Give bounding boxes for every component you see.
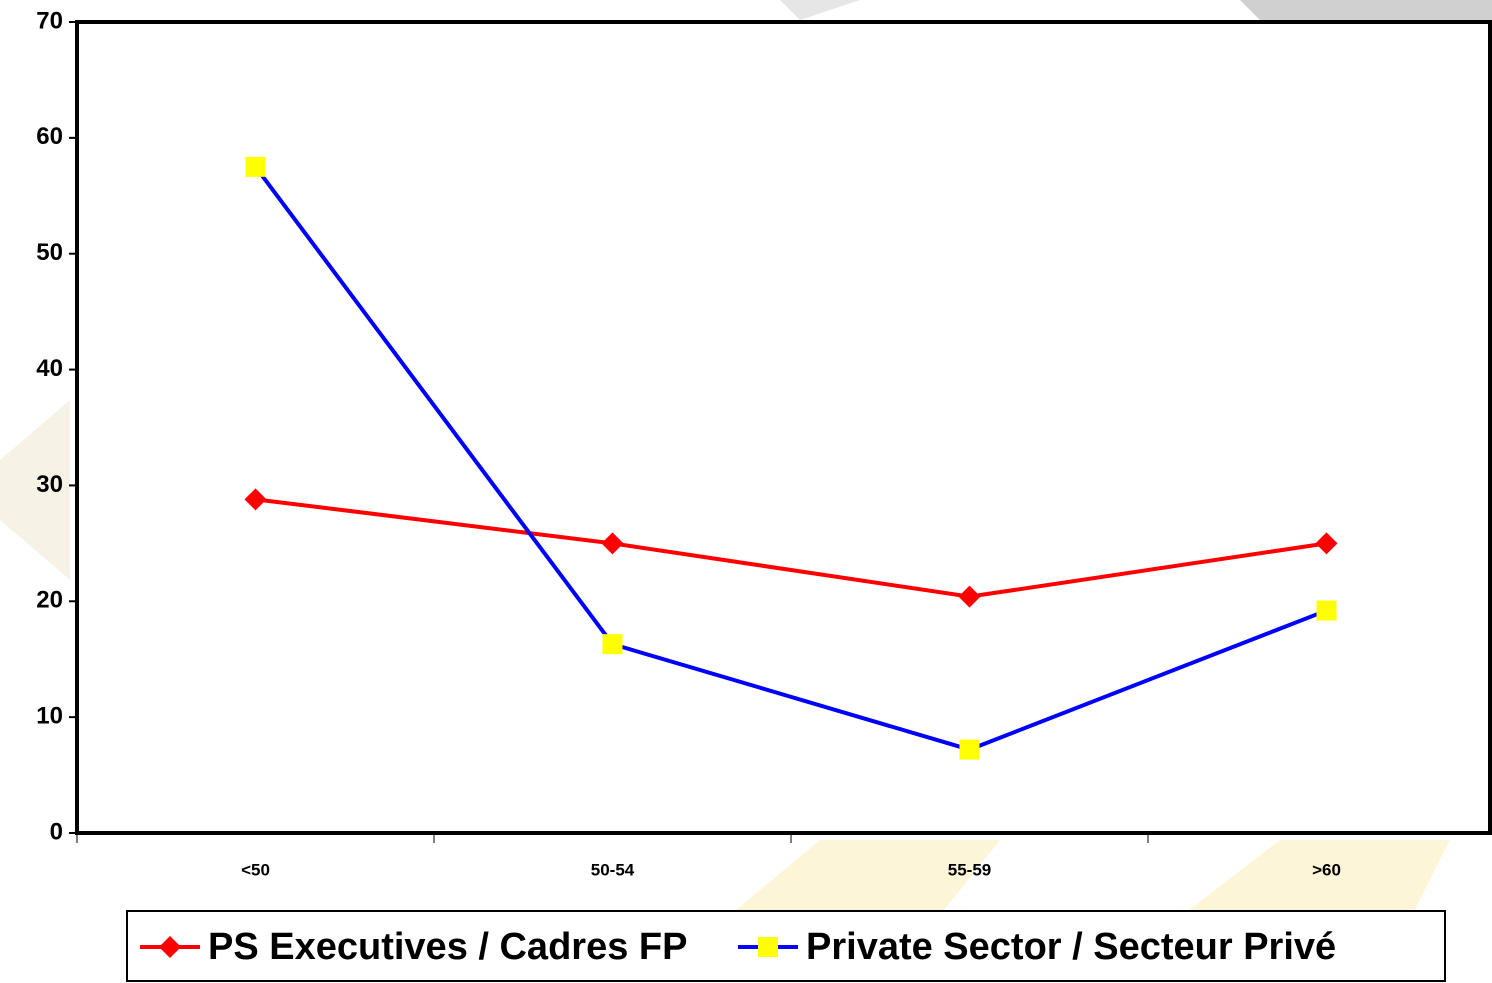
watermark-shape xyxy=(0,400,70,580)
marker xyxy=(602,634,623,655)
y-tick-label: 30 xyxy=(36,471,63,498)
plot-frame xyxy=(75,20,1492,835)
marker xyxy=(958,585,981,608)
marker xyxy=(1316,600,1337,621)
legend-label: Private Sector / Secteur Privé xyxy=(806,926,1336,968)
x-tick-label: <50 xyxy=(241,860,270,879)
marker xyxy=(244,488,267,511)
y-tick-label: 60 xyxy=(36,123,63,150)
legend-marker xyxy=(758,937,778,957)
watermark-shape xyxy=(780,0,860,20)
watermark-shape xyxy=(1240,0,1492,20)
marker xyxy=(601,532,624,555)
x-tick-label: 55-59 xyxy=(948,860,991,879)
legend-label: PS Executives / Cadres FP xyxy=(208,926,687,968)
y-tick-label: 10 xyxy=(36,702,63,729)
series-line xyxy=(255,497,1327,599)
y-tick-label: 70 xyxy=(36,7,63,34)
y-tick-label: 50 xyxy=(36,239,63,266)
y-tick-label: 40 xyxy=(36,355,63,382)
marker xyxy=(959,739,980,760)
marker xyxy=(1315,532,1338,555)
marker xyxy=(245,156,266,177)
legend-marker xyxy=(159,936,181,958)
series-line xyxy=(253,165,1328,752)
y-tick-label: 0 xyxy=(50,818,63,845)
x-tick-label: >60 xyxy=(1312,860,1341,879)
y-tick-label: 20 xyxy=(36,587,63,614)
x-tick-label: 50-54 xyxy=(591,860,635,879)
